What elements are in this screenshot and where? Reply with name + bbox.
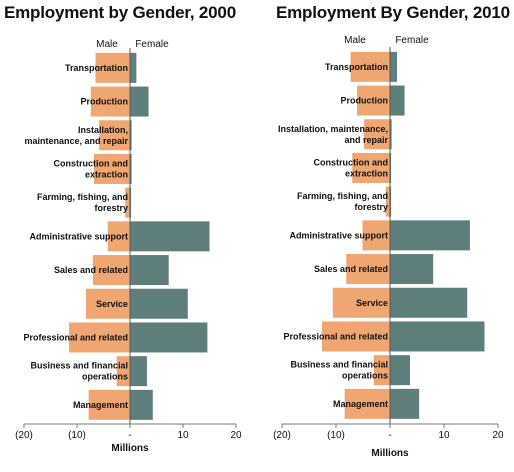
x-tick-label-2000-4: 20 <box>230 430 242 441</box>
bar-male-2000-administrative-support <box>107 221 130 252</box>
x-tick-label-2010-0: (20) <box>273 430 291 441</box>
bar-male-2000-service <box>86 288 130 319</box>
legend-male-2010: Male <box>344 35 366 46</box>
category-label-2000-sales-and-related: Sales and related <box>54 265 128 275</box>
x-axis-title-2000: Millions <box>111 443 149 454</box>
category-label-2010-business-and-financial-operations: Business and financial operations <box>290 360 388 381</box>
chart-title-2000: Employment by Gender, 2000 <box>4 3 236 22</box>
category-label-2010-construction-and-extraction: Construction and extraction <box>314 157 389 178</box>
bar-female-2000-construction-and-extraction <box>130 153 132 184</box>
category-label-2010-transportation: Transportation <box>325 62 388 72</box>
category-label-2000-professional-and-related: Professional and related <box>23 332 128 342</box>
bar-male-2010-sales-and-related <box>346 254 390 285</box>
category-label-2010-professional-and-related: Professional and related <box>283 331 388 341</box>
x-tick-label-2010-3: 10 <box>438 430 450 441</box>
category-label-2000-installation-maintenance-and-repair: Installation, maintenance, and repair <box>24 125 128 146</box>
bar-female-2000-service <box>130 288 188 319</box>
bar-male-2010-transportation <box>350 51 390 82</box>
bar-male-2010-installation-maintenance-and-repair <box>364 119 390 150</box>
bar-female-2010-professional-and-related <box>390 321 485 352</box>
category-label-2010-sales-and-related: Sales and related <box>314 264 388 274</box>
bar-female-2010-administrative-support <box>390 220 470 251</box>
category-label-2010-management: Management <box>333 399 388 409</box>
x-axis-title-2010: Millions <box>371 448 409 459</box>
bar-female-2010-transportation <box>390 51 398 82</box>
bar-female-2000-professional-and-related <box>130 322 208 353</box>
category-label-2000-administrative-support: Administrative support <box>29 231 128 241</box>
category-label-2010-administrative-support: Administrative support <box>289 230 388 240</box>
bar-male-2010-production <box>357 85 390 116</box>
bar-male-2010-service <box>332 287 390 318</box>
category-label-2000-service: Service <box>96 299 128 309</box>
x-tick-label-2010-2: - <box>388 430 391 441</box>
category-label-2000-transportation: Transportation <box>65 63 128 73</box>
category-label-2000-production: Production <box>81 97 129 107</box>
bar-male-2010-construction-and-extraction <box>352 152 390 183</box>
bar-female-2000-sales-and-related <box>130 255 169 286</box>
bar-female-2000-business-and-financial-operations <box>130 356 147 387</box>
category-label-2000-construction-and-extraction: Construction and extraction <box>54 158 129 179</box>
x-tick-label-2010-1: (10) <box>327 430 345 441</box>
bar-female-2000-farming-fishing-and-forestry <box>130 187 132 218</box>
category-label-2000-farming-fishing-and-forestry: Farming, fishing, and forestry <box>37 192 128 213</box>
bar-female-2000-transportation <box>130 52 137 83</box>
bar-female-2010-service <box>390 287 468 318</box>
category-label-2010-production: Production <box>341 96 389 106</box>
bar-female-2000-administrative-support <box>130 221 210 252</box>
category-label-2000-management: Management <box>73 400 128 410</box>
legend-female-2000: Female <box>135 39 169 50</box>
x-tick-label-2000-0: (20) <box>15 430 33 441</box>
bar-male-2000-professional-and-related <box>69 322 130 353</box>
bar-male-2010-business-and-financial-operations <box>373 355 390 386</box>
bar-male-2000-transportation <box>95 52 130 83</box>
x-tick-label-2000-2: - <box>128 430 131 441</box>
bar-male-2000-farming-fishing-and-forestry <box>125 187 130 218</box>
bar-male-2000-sales-and-related <box>92 255 130 286</box>
bar-male-2010-management <box>344 388 390 419</box>
bar-male-2000-production <box>90 86 130 117</box>
bar-female-2010-management <box>390 388 420 419</box>
bar-male-2010-administrative-support <box>362 220 390 251</box>
bar-male-2000-installation-maintenance-and-repair <box>99 120 130 151</box>
bar-male-2010-professional-and-related <box>321 321 390 352</box>
bar-female-2010-installation-maintenance-and-repair <box>390 119 392 150</box>
bar-male-2000-business-and-financial-operations <box>116 356 130 387</box>
category-label-2010-farming-fishing-and-forestry: Farming, fishing, and forestry <box>297 191 388 212</box>
bar-male-2000-management <box>88 389 130 420</box>
bar-female-2000-installation-maintenance-and-repair <box>130 120 132 151</box>
bar-female-2010-production <box>390 85 405 116</box>
legend-female-2010: Female <box>395 35 429 46</box>
bar-female-2010-farming-fishing-and-forestry <box>390 186 392 217</box>
x-tick-label-2010-4: 20 <box>492 430 504 441</box>
bar-male-2000-construction-and-extraction <box>93 153 130 184</box>
x-tick-label-2000-1: (10) <box>68 430 86 441</box>
category-label-2000-business-and-financial-operations: Business and financial operations <box>30 361 128 382</box>
bar-female-2010-business-and-financial-operations <box>390 355 410 386</box>
bar-female-2000-management <box>130 389 153 420</box>
category-label-2010-service: Service <box>356 298 388 308</box>
bar-female-2010-construction-and-extraction <box>390 152 392 183</box>
x-tick-label-2000-3: 10 <box>177 430 189 441</box>
bar-female-2010-sales-and-related <box>390 254 434 285</box>
legend-male-2000: Male <box>96 39 118 50</box>
category-label-2010-installation-maintenance-and-repair: Installation, maintenance, and repair <box>278 124 389 145</box>
bar-female-2000-production <box>130 86 149 117</box>
bar-male-2010-farming-fishing-and-forestry <box>385 186 390 217</box>
chart-title-2010: Employment By Gender, 2010 <box>276 3 510 22</box>
